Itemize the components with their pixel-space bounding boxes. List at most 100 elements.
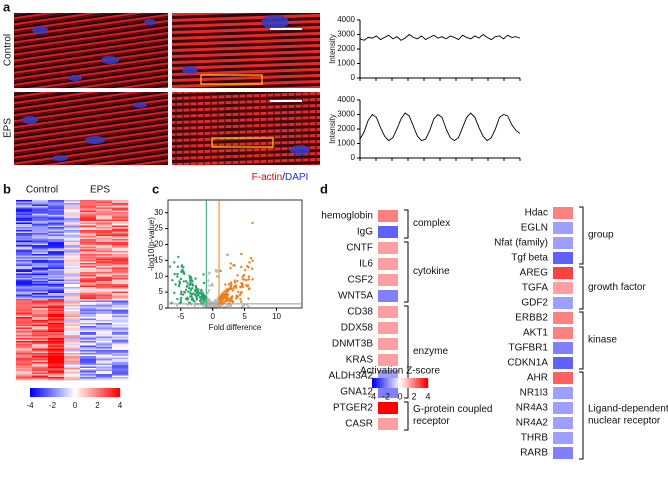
heatmap-cell [48,239,65,241]
heatmap-cell [32,221,49,223]
heatmap-cell [64,269,81,271]
heatmap-cell [64,206,81,208]
heatmap-cell [80,248,97,250]
heatmap-cell [96,210,113,213]
heatmap-cell [16,305,33,307]
heatmap-cell [64,240,81,243]
heatmap-cell [112,236,129,238]
heatmap-cell [64,203,81,205]
heatmap-cell [96,344,113,346]
volcano-point [180,265,184,268]
heatmap-cell [112,231,129,234]
heatmap-cell [112,245,129,247]
heatmap-cell [32,371,49,373]
heatmap-cell [16,282,33,285]
volcano-point [232,264,235,267]
heatmap-cell [80,303,97,306]
heatmap-cell [16,288,33,291]
y-tick-label: 0 [351,73,356,82]
heatmap-cell [112,213,129,216]
heatmap-cell [16,341,33,343]
heatmap-cell [32,303,49,306]
heatmap-cell [48,314,65,316]
colorbar-cell [112,388,115,397]
heatmap-cell [48,248,65,250]
heatmap-cell [16,365,33,367]
gene-name: TGFA [522,283,548,294]
heatmap-cell [64,261,81,264]
heatmap-cell [48,243,65,246]
heatmap-cell [32,275,49,277]
volcano-point [216,298,220,301]
volcano-point [199,299,202,302]
panel-label: b [3,181,11,196]
heatmap-cell [16,254,33,256]
colorbar-cell [42,388,45,397]
heatmap-cell [16,270,33,273]
heatmap-cell [64,278,81,280]
volcano-point [235,296,238,299]
heatmap-cell [64,239,81,241]
heatmap-cell [64,323,81,325]
heatmap-cell [48,357,65,360]
heatmap-cell [96,239,113,241]
heatmap-cell [112,365,129,367]
volcano-point [240,281,243,285]
heatmap-cell [80,263,97,265]
volcano-point [242,273,246,277]
heatmap-cell [112,234,129,237]
heatmap-cell [32,261,49,264]
heatmap-cell [48,375,65,378]
heatmap-cell [80,345,97,348]
colorbar-cell [82,388,85,397]
volcano-point [223,295,226,299]
heatmap-cell [80,236,97,238]
colorbar-cell [60,388,63,397]
heatmap-cell [112,338,129,340]
heatmap-cell [48,215,65,217]
heatmap-cell [80,369,97,372]
heatmap-cell [16,312,33,315]
heatmap-cell [112,200,129,202]
heatmap-cell [112,206,129,208]
heatmap-cell [96,317,113,319]
heatmap-cell [64,302,81,304]
heatmap-cell [32,300,49,303]
heatmap-cell [32,216,49,219]
heatmap-cell [96,333,113,336]
heatmap-cell [48,317,65,319]
heatmap-cell [16,242,33,244]
heatmap-cell [80,296,97,298]
volcano-point [179,292,183,296]
heatmap-cell [96,359,113,361]
colorbar-cell [54,388,57,397]
heatmap-cell [32,255,49,258]
heatmap-cell [16,306,33,309]
heatmap-cell [112,287,129,289]
heatmap-cell [32,333,49,336]
legend-cell [408,378,411,388]
x-tick-label: -5 [177,312,185,321]
heatmap-cell [32,335,49,337]
heatmap-cell [96,260,113,262]
legend-tick: 0 [397,391,402,401]
volcano-point [237,290,240,294]
gene-name: Hdac [525,208,548,219]
heatmap-cell [64,282,81,285]
volcano-point [196,289,199,292]
heatmap-cell [64,312,81,315]
heatmap-cell [80,332,97,334]
heatmap-cell [80,294,97,297]
colorbar-cell [56,388,59,397]
heatmap-cell [32,374,49,376]
heatmap-cell [80,366,97,369]
plot-frame [167,199,303,309]
volcano-point [178,283,181,286]
heatmap-cell [48,356,65,358]
heatmap-cell [64,209,81,211]
heatmap-cell [48,365,65,367]
heatmap-cell [32,318,49,321]
heatmap-cell [64,354,81,357]
heatmap-cell [16,378,33,381]
